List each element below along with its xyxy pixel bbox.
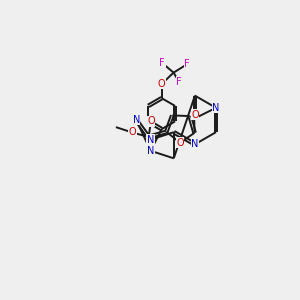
Text: O: O bbox=[158, 79, 166, 89]
Text: O: O bbox=[176, 138, 184, 148]
Text: O: O bbox=[128, 128, 136, 137]
Text: O: O bbox=[191, 110, 199, 120]
Text: N: N bbox=[147, 135, 154, 145]
Text: N: N bbox=[133, 115, 140, 125]
Text: F: F bbox=[176, 76, 182, 86]
Text: N: N bbox=[191, 140, 199, 149]
Text: F: F bbox=[160, 58, 165, 68]
Text: F: F bbox=[184, 59, 190, 69]
Text: N: N bbox=[212, 103, 220, 113]
Text: N: N bbox=[147, 146, 154, 156]
Text: O: O bbox=[147, 116, 155, 127]
